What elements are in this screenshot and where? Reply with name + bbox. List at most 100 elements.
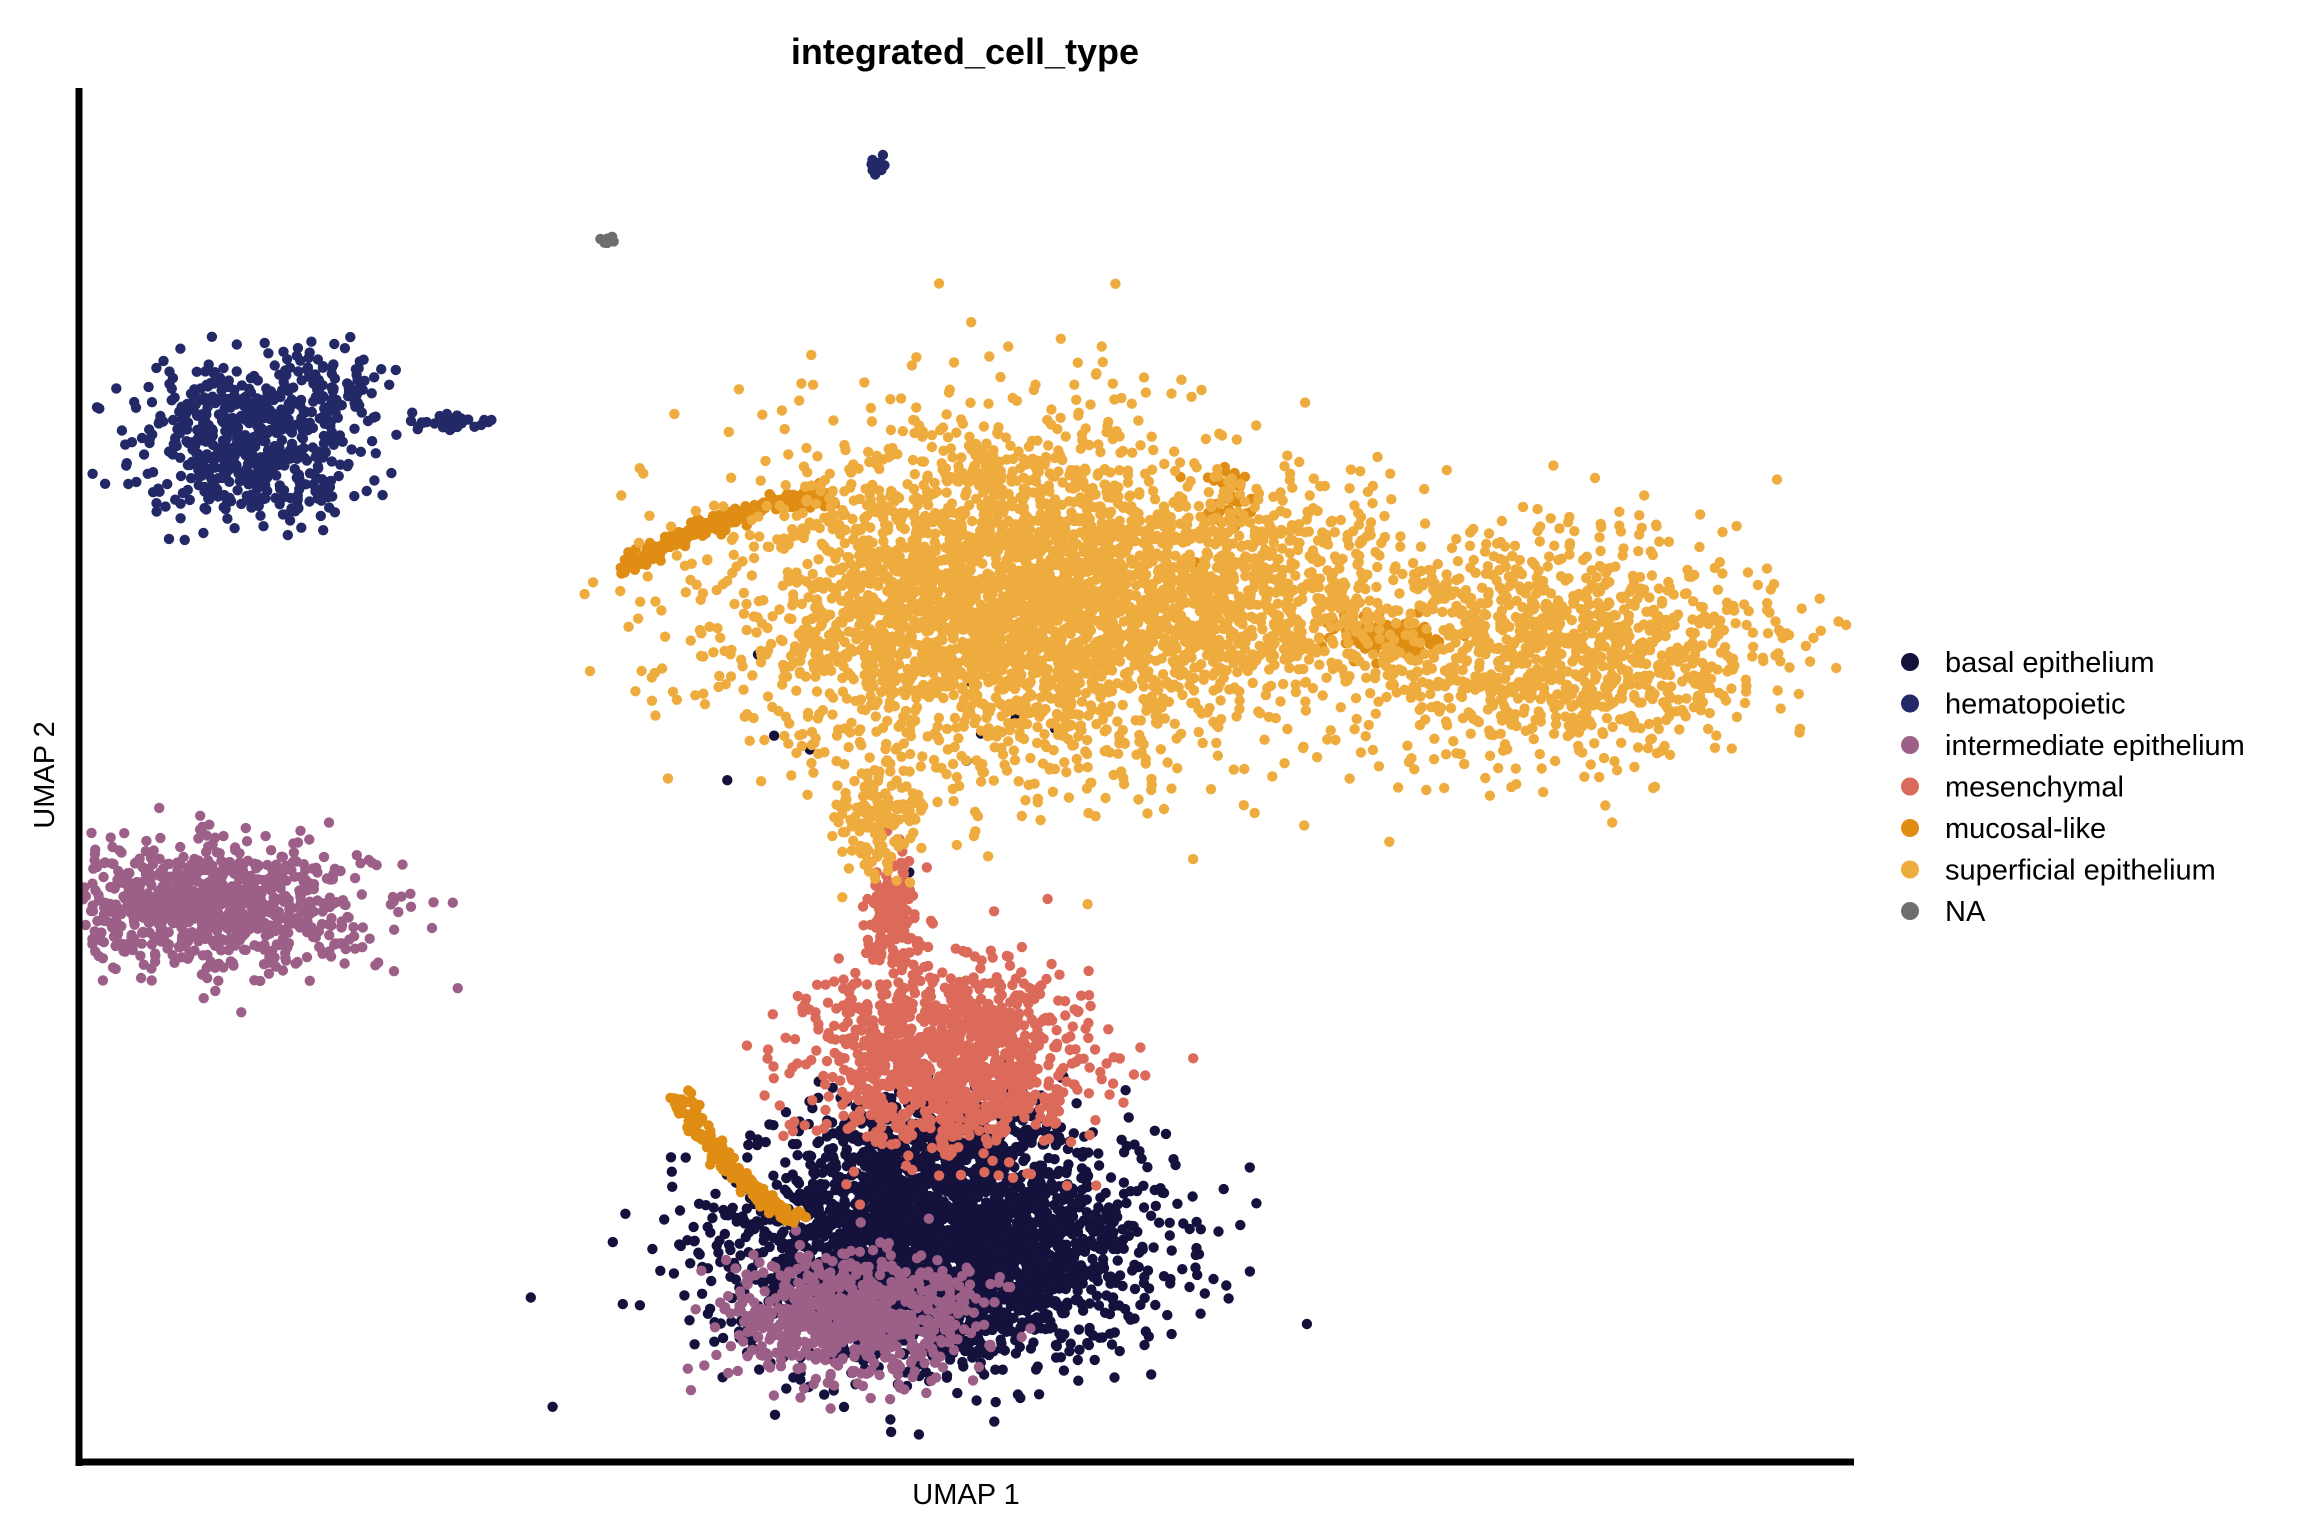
data-point	[356, 889, 367, 900]
data-point	[1162, 1309, 1173, 1321]
data-point	[990, 1396, 1001, 1408]
data-point	[263, 348, 274, 359]
data-point	[758, 1247, 769, 1258]
data-point	[1062, 1297, 1073, 1308]
data-point	[323, 481, 334, 492]
data-point	[1120, 1085, 1131, 1096]
data-point	[1100, 1225, 1111, 1236]
data-point	[343, 458, 354, 470]
data-point	[883, 1199, 894, 1211]
data-point	[685, 1258, 696, 1269]
data-point	[295, 825, 306, 836]
data-point	[1097, 1259, 1109, 1270]
data-point	[391, 429, 402, 440]
data-point	[251, 393, 262, 404]
data-point	[166, 383, 177, 394]
data-point	[198, 914, 209, 925]
data-point	[1071, 1098, 1082, 1109]
data-point	[1140, 1326, 1152, 1337]
data-point	[973, 1348, 984, 1359]
data-point	[112, 928, 123, 939]
data-point	[726, 1316, 737, 1327]
data-point	[168, 918, 179, 929]
data-point	[1093, 1148, 1104, 1159]
data-point	[952, 1220, 963, 1232]
data-point	[1030, 1364, 1042, 1375]
data-point	[842, 1230, 854, 1242]
data-point	[1054, 1328, 1065, 1339]
data-point	[1191, 1242, 1202, 1254]
data-point	[377, 489, 388, 501]
data-point	[363, 854, 374, 866]
data-point	[1033, 1389, 1045, 1400]
data-point	[910, 1192, 921, 1204]
data-point	[922, 1238, 934, 1249]
data-point	[286, 394, 297, 405]
data-point	[323, 919, 334, 930]
data-point	[118, 891, 129, 902]
series-hematopoietic	[87, 149, 890, 546]
data-point	[1166, 1328, 1177, 1340]
data-point	[90, 861, 101, 872]
data-point	[283, 918, 295, 929]
data-point	[1133, 1261, 1144, 1273]
data-point	[1099, 1307, 1111, 1319]
data-point	[720, 1254, 732, 1266]
data-point	[768, 1390, 780, 1401]
data-point	[191, 366, 202, 377]
data-point	[1074, 1344, 1085, 1356]
data-point	[146, 879, 157, 891]
data-point	[1052, 1241, 1064, 1253]
data-point	[163, 858, 175, 870]
data-point	[376, 364, 387, 375]
data-point	[192, 424, 203, 436]
data-point	[300, 864, 311, 876]
data-point	[248, 431, 260, 443]
data-point	[87, 933, 98, 945]
data-point	[188, 404, 199, 415]
data-point	[840, 1148, 852, 1160]
data-point	[263, 957, 274, 968]
data-point	[173, 902, 185, 913]
data-point	[349, 872, 361, 884]
data-point	[138, 449, 150, 460]
data-point	[428, 897, 439, 908]
data-point	[912, 1203, 923, 1215]
data-point	[1164, 1230, 1176, 1241]
data-point	[298, 442, 309, 454]
data-point	[885, 1414, 896, 1425]
data-point	[1123, 1112, 1134, 1123]
data-point	[174, 884, 186, 895]
data-point	[305, 882, 317, 893]
data-point	[999, 1309, 1010, 1320]
data-point	[804, 1229, 815, 1241]
data-point	[241, 414, 252, 425]
data-point	[1073, 1324, 1085, 1335]
data-point	[186, 456, 198, 468]
data-point	[1117, 1280, 1128, 1292]
data-point	[333, 470, 344, 482]
data-point	[901, 1226, 912, 1238]
data-point	[1109, 1372, 1120, 1383]
data-point	[373, 957, 384, 968]
data-point	[1031, 1255, 1042, 1266]
data-point	[229, 523, 240, 534]
data-point	[1065, 1338, 1076, 1349]
data-point	[1001, 1221, 1012, 1232]
data-point	[280, 955, 292, 966]
data-point	[757, 1278, 769, 1289]
data-point	[170, 432, 181, 444]
data-point	[1057, 1194, 1069, 1206]
data-point	[1015, 1322, 1026, 1333]
data-point	[167, 949, 178, 961]
data-point	[781, 1383, 792, 1394]
data-point	[1039, 1227, 1050, 1239]
data-point	[252, 859, 263, 870]
chart-title: integrated_cell_type	[791, 31, 1139, 72]
data-point	[275, 391, 286, 403]
data-point	[794, 1239, 806, 1251]
data-point	[213, 443, 224, 454]
data-point	[680, 1152, 691, 1163]
data-point	[292, 493, 303, 504]
data-point	[349, 490, 360, 502]
